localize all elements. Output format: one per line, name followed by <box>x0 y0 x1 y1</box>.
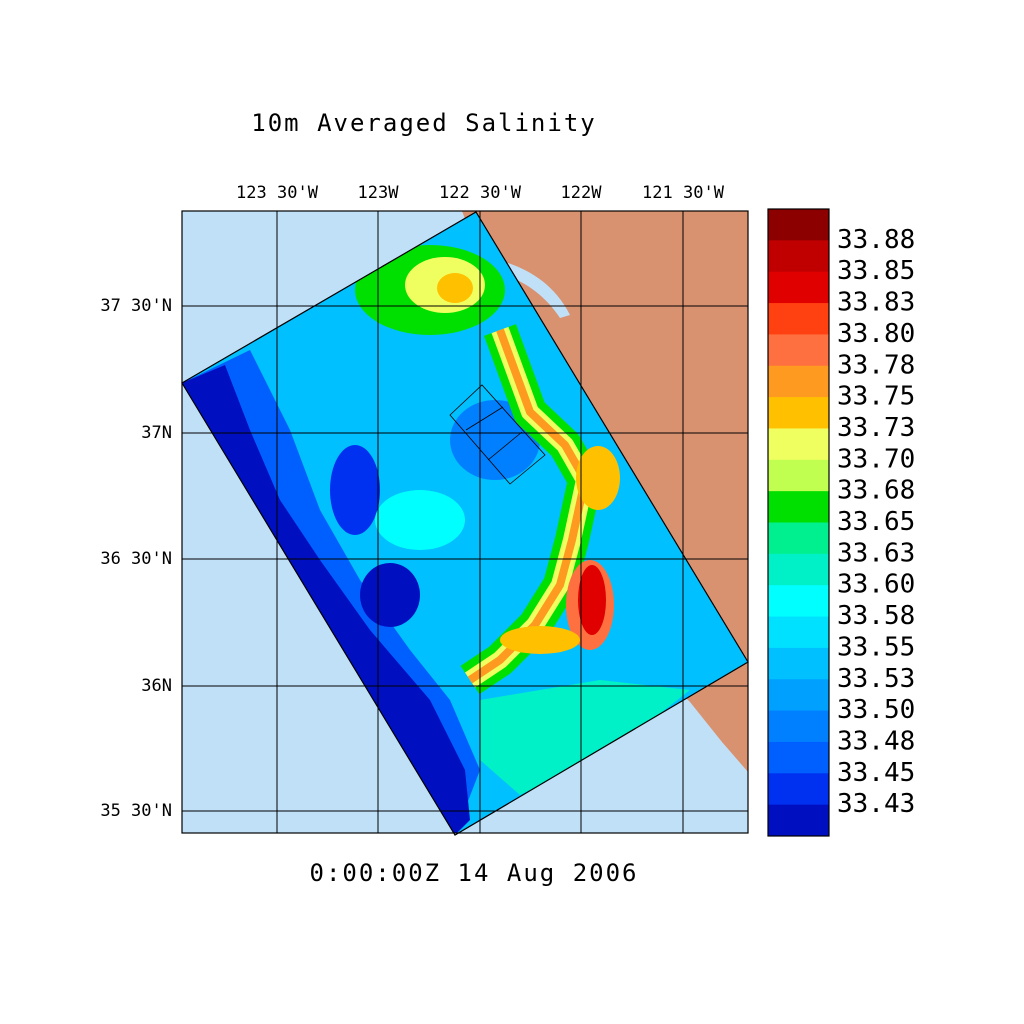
colorbar-label: 33.73 <box>837 413 915 443</box>
colorbar-swatch <box>768 553 829 586</box>
colorbar-label: 33.85 <box>837 256 915 286</box>
colorbar-label: 33.75 <box>837 382 915 412</box>
colorbar-swatch <box>768 710 829 743</box>
salinity-patch <box>437 273 473 303</box>
salinity-patch <box>578 565 606 635</box>
longitude-label: 122W <box>561 183 603 203</box>
colorbar-label: 33.70 <box>837 444 915 474</box>
colorbar-label: 33.45 <box>837 758 915 788</box>
colorbar-swatch <box>768 365 829 398</box>
colorbar-label: 33.50 <box>837 695 915 725</box>
colorbar-swatch <box>768 585 829 618</box>
colorbar-swatch <box>768 334 829 367</box>
subdomain-divider <box>487 431 523 461</box>
salinity-patch <box>500 626 580 654</box>
colorbar-swatch <box>768 616 829 649</box>
salinity-patch <box>480 680 690 795</box>
colorbar-swatch <box>768 522 829 555</box>
timestamp: 0:00:00Z 14 Aug 2006 <box>310 859 639 887</box>
colorbar-label: 33.58 <box>837 601 915 631</box>
latitude-label: 35 30'N <box>100 801 172 821</box>
colorbar-label: 33.65 <box>837 507 915 537</box>
latitude-label: 36 30'N <box>100 549 172 569</box>
colorbar-swatch <box>768 647 829 680</box>
title: 10m Averaged Salinity <box>251 109 596 137</box>
colorbar-swatch <box>768 804 829 837</box>
colorbar-swatch <box>768 741 829 774</box>
colorbar-swatch <box>768 773 829 806</box>
bay <box>505 262 570 318</box>
salinity-patch <box>360 563 420 627</box>
colorbar-label: 33.88 <box>837 225 915 255</box>
colorbar-swatch <box>768 271 829 304</box>
salinity-patch <box>182 365 470 833</box>
graticule: 123 30'W 123W 122 30'W 122W 121 30'W 37 30'N 3… <box>100 183 748 833</box>
latitude-label: 36N <box>141 676 172 696</box>
colorbar-swatch <box>768 679 829 712</box>
colorbar-swatch <box>768 491 829 523</box>
longitude-label: 123 30'W <box>236 183 319 203</box>
colorbar-label: 33.48 <box>837 726 915 756</box>
colorbar-swatch <box>768 428 829 461</box>
longitude-label: 122 30'W <box>439 183 522 203</box>
colorbar-label: 33.43 <box>837 789 915 819</box>
map-frame <box>181 210 749 834</box>
salinity-patch <box>375 490 465 550</box>
colorbar-frame <box>767 208 830 837</box>
subdomain-box <box>449 384 546 485</box>
salinity-patch <box>330 445 380 535</box>
colorbar-label: 33.60 <box>837 570 915 600</box>
salinity-patch <box>576 446 620 510</box>
colorbar-swatch <box>768 459 829 492</box>
colorbar-label: 33.53 <box>837 664 915 694</box>
colorbar-swatch <box>768 209 829 241</box>
latitude-label: 37 30'N <box>100 296 172 316</box>
colorbar-label: 33.68 <box>837 476 915 506</box>
longitude-label: 121 30'W <box>642 183 725 203</box>
colorbar-label: 33.83 <box>837 288 915 318</box>
colorbar-label: 33.55 <box>837 632 915 662</box>
map-area <box>182 211 748 833</box>
colorbar-label: 33.80 <box>837 319 915 349</box>
longitude-label: 123W <box>358 183 400 203</box>
latitude-label: 37N <box>141 423 172 443</box>
colorbar-swatch <box>768 303 829 335</box>
subdomain-divider <box>465 406 504 431</box>
colorbar-label: 33.78 <box>837 350 915 380</box>
colorbar-swatch <box>768 397 829 429</box>
colorbar-label: 33.63 <box>837 538 915 568</box>
colorbar-swatch <box>768 240 829 273</box>
colorbar: 33.8833.8533.8333.8033.7833.7533.7333.70… <box>767 208 915 837</box>
